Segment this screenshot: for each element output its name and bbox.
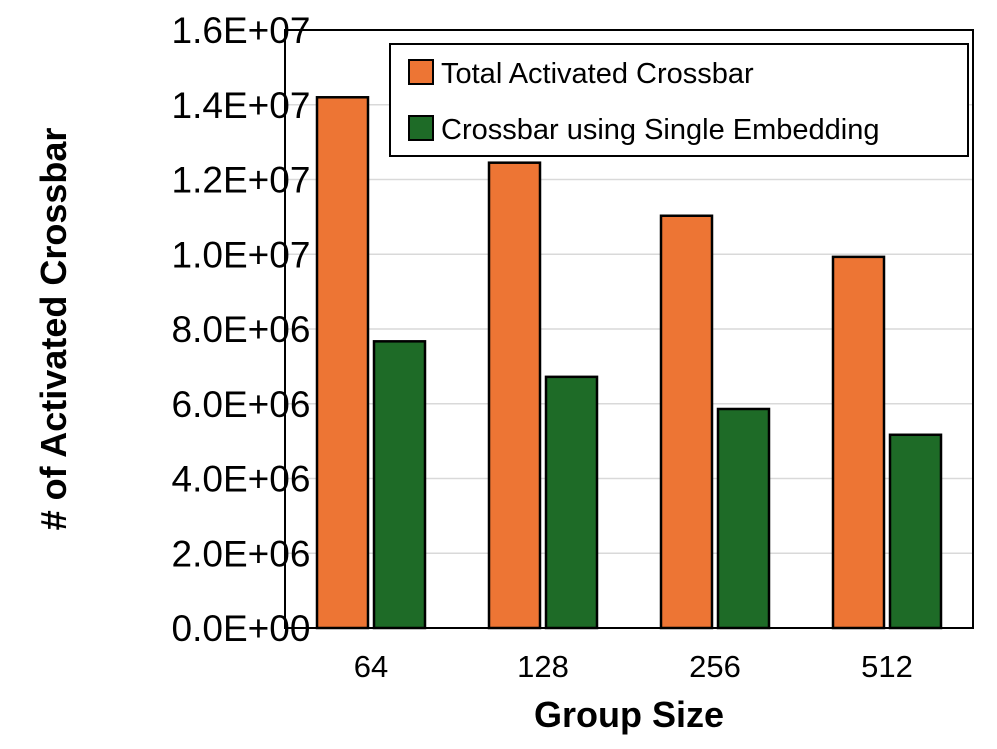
bar-single-embedding-128	[544, 375, 599, 630]
y-tick-label: 1.6E+07	[172, 10, 311, 51]
legend-box	[389, 43, 969, 157]
legend-label-total: Total Activated Crossbar	[441, 58, 754, 90]
legend-swatch-single-embedding	[408, 115, 434, 141]
bar-total-512	[831, 255, 886, 630]
x-axis-title: Group Size	[534, 694, 724, 735]
y-tick-label: 6.0E+06	[172, 384, 311, 425]
x-tick-label: 256	[689, 649, 741, 684]
bar-total-64	[315, 96, 370, 630]
y-tick-label: 4.0E+06	[172, 459, 311, 500]
legend-swatch-total	[408, 59, 434, 85]
bar-single-embedding-512	[888, 433, 943, 630]
plot-frame	[284, 29, 974, 629]
x-tick-labels: 64 128 256 512	[354, 649, 913, 684]
y-tick-label: 8.0E+06	[172, 309, 311, 350]
y-tick-label: 1.0E+07	[172, 234, 311, 275]
bars	[315, 96, 943, 630]
x-tick-label: 512	[861, 649, 913, 684]
y-tick-label: 2.0E+06	[172, 533, 311, 574]
bar-single-embedding-256	[716, 407, 771, 630]
y-tick-label: 0.0E+00	[172, 608, 311, 649]
y-axis-title: # of Activated Crossbar	[33, 128, 74, 531]
x-tick-label: 128	[517, 649, 569, 684]
legend: Total Activated Crossbar Crossbar using …	[389, 43, 969, 157]
bar-single-embedding-64	[372, 340, 427, 630]
y-tick-labels: 0.0E+00 2.0E+06 4.0E+06 6.0E+06 8.0E+06 1.0E+…	[172, 10, 311, 649]
bar-total-128	[487, 161, 542, 630]
y-tick-label: 1.2E+07	[172, 160, 311, 201]
bar-total-256	[659, 214, 714, 630]
x-tick-label: 64	[354, 649, 388, 684]
legend-label-single-embedding: Crossbar using Single Embedding	[441, 114, 879, 146]
y-tick-label: 1.4E+07	[172, 85, 311, 126]
